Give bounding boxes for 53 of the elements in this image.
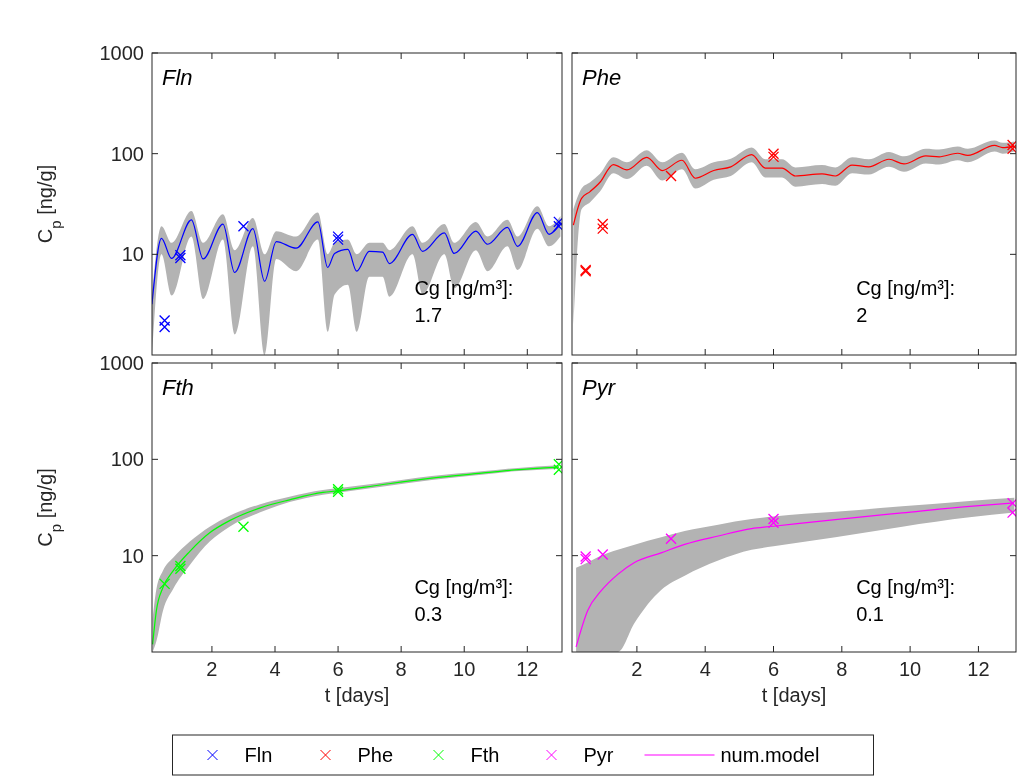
x-tick-label: 12 [967, 658, 990, 680]
legend-label: Phe [357, 744, 394, 766]
point [158, 578, 171, 590]
y-tick-label: 100 [110, 142, 144, 165]
x-tick-label: 4 [699, 658, 711, 680]
text: Phe [582, 65, 622, 90]
x-axis-title: t [days] [324, 684, 390, 706]
point [597, 548, 609, 561]
text: Fln [162, 65, 193, 90]
point [1006, 143, 1016, 155]
point [158, 314, 171, 327]
x-tick-label: 10 [453, 658, 476, 680]
annotation: Cg [ng/m³]: [856, 576, 956, 599]
point [665, 170, 677, 182]
point [767, 513, 780, 525]
point [158, 321, 171, 333]
y-tick-label: 1000 [99, 352, 144, 374]
legend-label: Fth [470, 744, 500, 766]
y-tick-label: 100 [110, 448, 144, 471]
text: Pyr [582, 375, 617, 400]
x-tick-label: 6 [332, 658, 344, 680]
x-tick-label: 12 [516, 658, 539, 680]
legend-label: Pyr [583, 744, 614, 766]
point [597, 222, 609, 235]
annotation: Cg [ng/m³]: [414, 576, 514, 599]
annotation: 1.7 [414, 303, 443, 326]
point [237, 220, 250, 232]
y-tick-label: 10 [121, 243, 144, 266]
annotation: Cg [ng/m³]: [856, 276, 956, 299]
y-tick-label: 1000 [99, 42, 144, 64]
point [1006, 506, 1016, 519]
legend-label: num.model [720, 744, 820, 766]
x-tick-label: 8 [395, 658, 407, 680]
annotation: Cg [ng/m³]: [414, 276, 514, 299]
annotation: 0.3 [414, 603, 443, 626]
annotation: 0.1 [856, 603, 884, 626]
y-tick-label: 10 [121, 544, 144, 567]
point [237, 521, 250, 533]
x-tick-label: 2 [206, 658, 218, 680]
annotation: 2 [856, 303, 868, 326]
text: Fth [162, 375, 194, 400]
point [767, 517, 780, 529]
legend-label: Fln [244, 744, 273, 766]
point [1006, 497, 1016, 509]
x-axis-title: t [days] [761, 684, 827, 706]
x-tick-label: 8 [836, 658, 848, 680]
x-tick-label: 10 [899, 658, 922, 680]
x-tick-label: 4 [269, 658, 281, 680]
point [665, 533, 677, 545]
x-tick-label: 2 [631, 658, 643, 680]
point [597, 218, 609, 230]
point [1006, 139, 1016, 151]
x-tick-label: 6 [767, 658, 780, 680]
